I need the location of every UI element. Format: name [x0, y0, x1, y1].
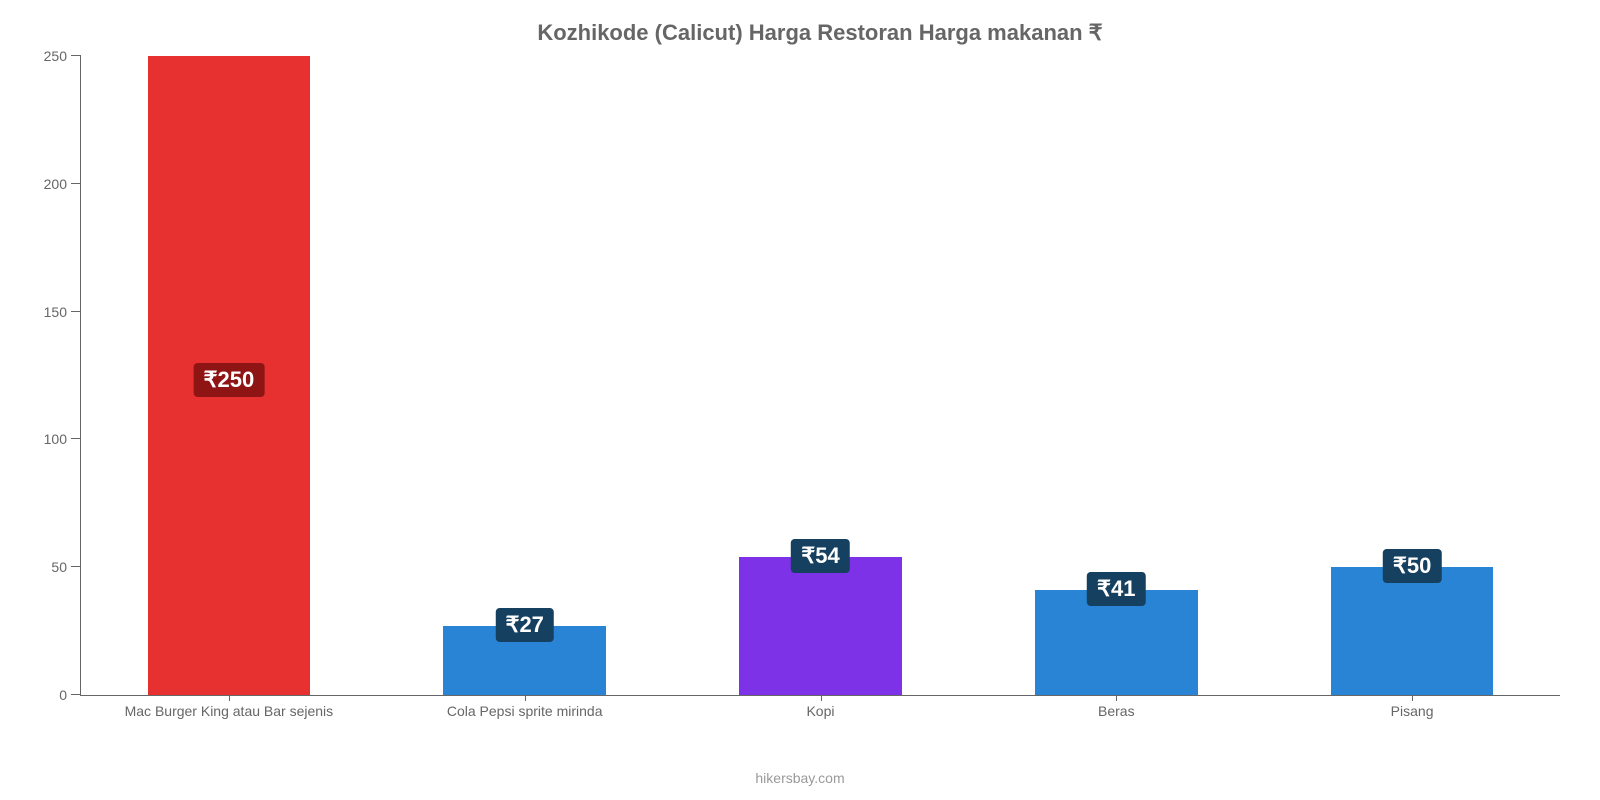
bar: ₹54	[739, 557, 902, 695]
bar-value-label: ₹54	[791, 539, 849, 573]
y-tick-label: 250	[44, 48, 81, 64]
x-tick	[525, 695, 526, 701]
bar-slot: ₹50	[1264, 56, 1560, 695]
bar-value-label: ₹50	[1383, 549, 1441, 583]
x-tick	[229, 695, 230, 701]
footer-credit: hikersbay.com	[0, 770, 1600, 786]
y-tick-label: 200	[44, 176, 81, 192]
plot-area: ₹250₹27₹54₹41₹50 Mac Burger King atau Ba…	[80, 56, 1560, 696]
bars-row: ₹250 ₹27 ₹54 ₹41 ₹50	[81, 56, 1560, 695]
bar-value-label: ₹27	[495, 608, 553, 642]
y-tick-label: 50	[51, 559, 81, 575]
x-tick	[1116, 695, 1117, 701]
chart-container: Kozhikode (Calicut) Harga Restoran Harga…	[0, 0, 1600, 800]
bar-slot: ₹250	[81, 56, 377, 695]
bar-slot: ₹27	[377, 56, 673, 695]
bar-slot: ₹41	[968, 56, 1264, 695]
bar: ₹41	[1035, 590, 1198, 695]
bar: ₹50	[1331, 567, 1494, 695]
y-tick-label: 100	[44, 431, 81, 447]
bar: ₹250	[148, 56, 311, 695]
bar-value-label: ₹250	[194, 363, 265, 397]
x-tick	[1412, 695, 1413, 701]
x-tick	[821, 695, 822, 701]
y-tick-label: 0	[59, 687, 81, 703]
y-tick-label: 150	[44, 304, 81, 320]
chart-title: Kozhikode (Calicut) Harga Restoran Harga…	[80, 20, 1560, 46]
bar: ₹27	[443, 626, 606, 695]
bar-value-label: ₹41	[1087, 572, 1145, 606]
bar-slot: ₹54	[673, 56, 969, 695]
